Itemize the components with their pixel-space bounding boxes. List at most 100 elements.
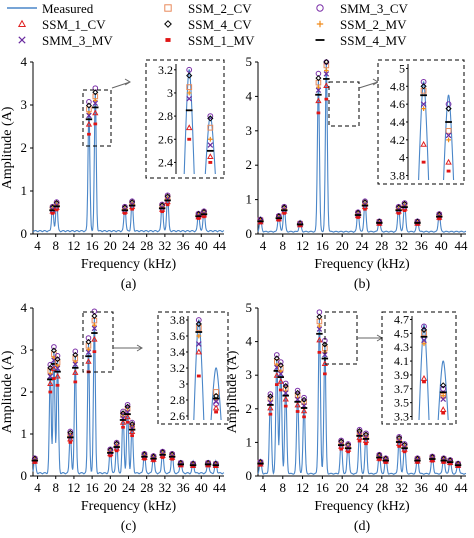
inset-marker-ssm_4_cv bbox=[440, 382, 447, 389]
legend-label: SSM_2_CV bbox=[188, 1, 252, 16]
marker-ssm_1_mv bbox=[316, 111, 321, 115]
marker-ssm_1_cv bbox=[300, 407, 308, 414]
marker-ssm_1_mv bbox=[357, 439, 362, 443]
marker-ssm_1_mv bbox=[377, 222, 382, 226]
inset-y-tick-label: 3.5 bbox=[394, 396, 409, 410]
legend-marker-smm_3_cv bbox=[316, 4, 324, 12]
x-tick-label: 44 bbox=[455, 238, 469, 253]
panel-caption: (a) bbox=[121, 277, 137, 292]
y-tick-label: 0 bbox=[21, 468, 28, 483]
inset-y-tick-label: 2.6 bbox=[158, 132, 173, 146]
marker-ssm_4_cv bbox=[315, 75, 322, 82]
inset-marker-ssm_1_cv bbox=[439, 406, 447, 413]
legend-label: SSM_1_CV bbox=[42, 17, 106, 32]
inset-marker-ssm_4_cv bbox=[207, 115, 214, 122]
marker-ssm_4_cv bbox=[273, 355, 280, 362]
marker-ssm_1_mv bbox=[258, 221, 263, 225]
x-tick-label: 20 bbox=[104, 238, 117, 253]
inset-marker-smm_3_mv bbox=[445, 132, 452, 139]
marker-ssm_1_cv bbox=[92, 109, 99, 116]
inset-marker-ssm_4_cv bbox=[195, 320, 202, 328]
x-axis-label: Frequency (kHz) bbox=[314, 499, 410, 514]
y-axis-label: Amplitude (A) bbox=[225, 350, 240, 433]
marker-ssm_1_cv bbox=[294, 401, 301, 408]
marker-smm_3_cv bbox=[294, 387, 301, 394]
marker-smm_3_cv bbox=[301, 394, 307, 401]
y-tick-label: 2 bbox=[21, 140, 28, 155]
x-tick-label: 20 bbox=[336, 480, 349, 495]
inset-marker-ssm_1_mv bbox=[196, 374, 201, 378]
marker-ssm_1_mv bbox=[151, 459, 156, 463]
inset-y-tick-label: 4.8 bbox=[390, 79, 405, 93]
marker-ssm_4_cv bbox=[92, 89, 99, 96]
marker-ssm_1_mv bbox=[54, 208, 59, 212]
marker-ssm_1_cv bbox=[47, 380, 54, 386]
marker-ssm_1_mv bbox=[142, 457, 147, 461]
marker-ssm_1_cv bbox=[91, 335, 98, 342]
inset-y-tick-label: 4.5 bbox=[394, 326, 409, 340]
marker-ssm_1_mv bbox=[346, 450, 350, 454]
marker-ssm_1_mv bbox=[437, 217, 442, 221]
marker-smm_3_mv bbox=[86, 112, 92, 119]
inset-marker-ssm_1_cv bbox=[185, 124, 193, 131]
inset-y-tick-label: 3.8 bbox=[170, 313, 185, 327]
marker-ssm_1_mv bbox=[92, 350, 97, 354]
legend-label: Measured bbox=[42, 1, 94, 16]
marker-ssm_1_cv bbox=[50, 365, 58, 372]
x-tick-label: 24 bbox=[356, 238, 370, 253]
inset-marker-ssm_1_cv bbox=[195, 348, 203, 355]
marker-ssm_1_cv bbox=[128, 428, 136, 434]
marker-ssm_1_mv bbox=[377, 458, 382, 462]
x-tick-label: 4 bbox=[260, 238, 267, 253]
marker-smm_3_mv bbox=[323, 71, 330, 77]
marker-ssm_1_mv bbox=[295, 410, 300, 413]
y-tick-label: 2 bbox=[246, 401, 253, 416]
marker-smm_3_cv bbox=[274, 352, 280, 358]
marker-smm_3_cv bbox=[51, 344, 57, 350]
inset-y-tick-label: 2.8 bbox=[158, 109, 173, 123]
panel-caption: (c) bbox=[121, 519, 137, 534]
marker-ssm_1_mv bbox=[282, 211, 287, 215]
inset-marker-smm_3_mv bbox=[186, 95, 193, 102]
x-tick-label: 16 bbox=[86, 480, 100, 495]
marker-ssm_1_mv bbox=[213, 465, 218, 468]
marker-ssm_1_mv bbox=[441, 461, 446, 464]
marker-ssm_1_mv bbox=[283, 404, 288, 408]
inset-marker-ssm_2_cv bbox=[421, 330, 427, 337]
inset-y-tick-label: 4.2 bbox=[390, 133, 405, 147]
marker-smm_3_mv bbox=[91, 325, 98, 332]
x-tick-label: 40 bbox=[435, 480, 448, 495]
legend-marker-ssm_1_mv bbox=[165, 38, 171, 42]
marker-smm_3_cv bbox=[267, 391, 274, 397]
inset-marker-ssm_1_mv bbox=[446, 169, 451, 173]
inset-y-tick-label: 4 bbox=[399, 151, 405, 165]
inset-marker-ssm_1_mv bbox=[441, 411, 446, 415]
marker-ssm_1_mv bbox=[276, 218, 281, 222]
inset-marker-smm_3_mv bbox=[421, 337, 427, 344]
marker-ssm_4_cv bbox=[47, 364, 54, 371]
marker-ssm_4_cv bbox=[267, 393, 274, 400]
inset-measured-peak bbox=[418, 81, 430, 181]
panel-caption: (d) bbox=[354, 519, 371, 534]
marker-ssm_1_cv bbox=[124, 413, 131, 420]
y-tick-label: 3 bbox=[246, 123, 253, 138]
x-tick-label: 36 bbox=[415, 480, 429, 495]
y-tick-label: 0 bbox=[246, 468, 253, 483]
marker-ssm_1_mv bbox=[298, 224, 302, 228]
y-tick-label: 4 bbox=[21, 300, 28, 315]
marker-ssm_1_mv bbox=[130, 434, 134, 438]
legend-marker-ssm_2_cv bbox=[164, 4, 172, 12]
inset-y-tick-label: 3.2 bbox=[170, 361, 185, 375]
inset-measured-peak bbox=[210, 367, 222, 421]
marker-ssm_1_mv bbox=[356, 216, 360, 219]
y-axis-label: Amplitude (A) bbox=[0, 350, 15, 433]
zoom-arrow bbox=[111, 78, 131, 89]
marker-ssm_4_cv bbox=[85, 338, 92, 345]
x-tick-label: 24 bbox=[122, 238, 136, 253]
marker-ssm_1_cv bbox=[273, 372, 280, 378]
legend-marker-ssm_2_mv bbox=[316, 20, 324, 28]
marker-ssm_2_mv bbox=[93, 98, 98, 103]
